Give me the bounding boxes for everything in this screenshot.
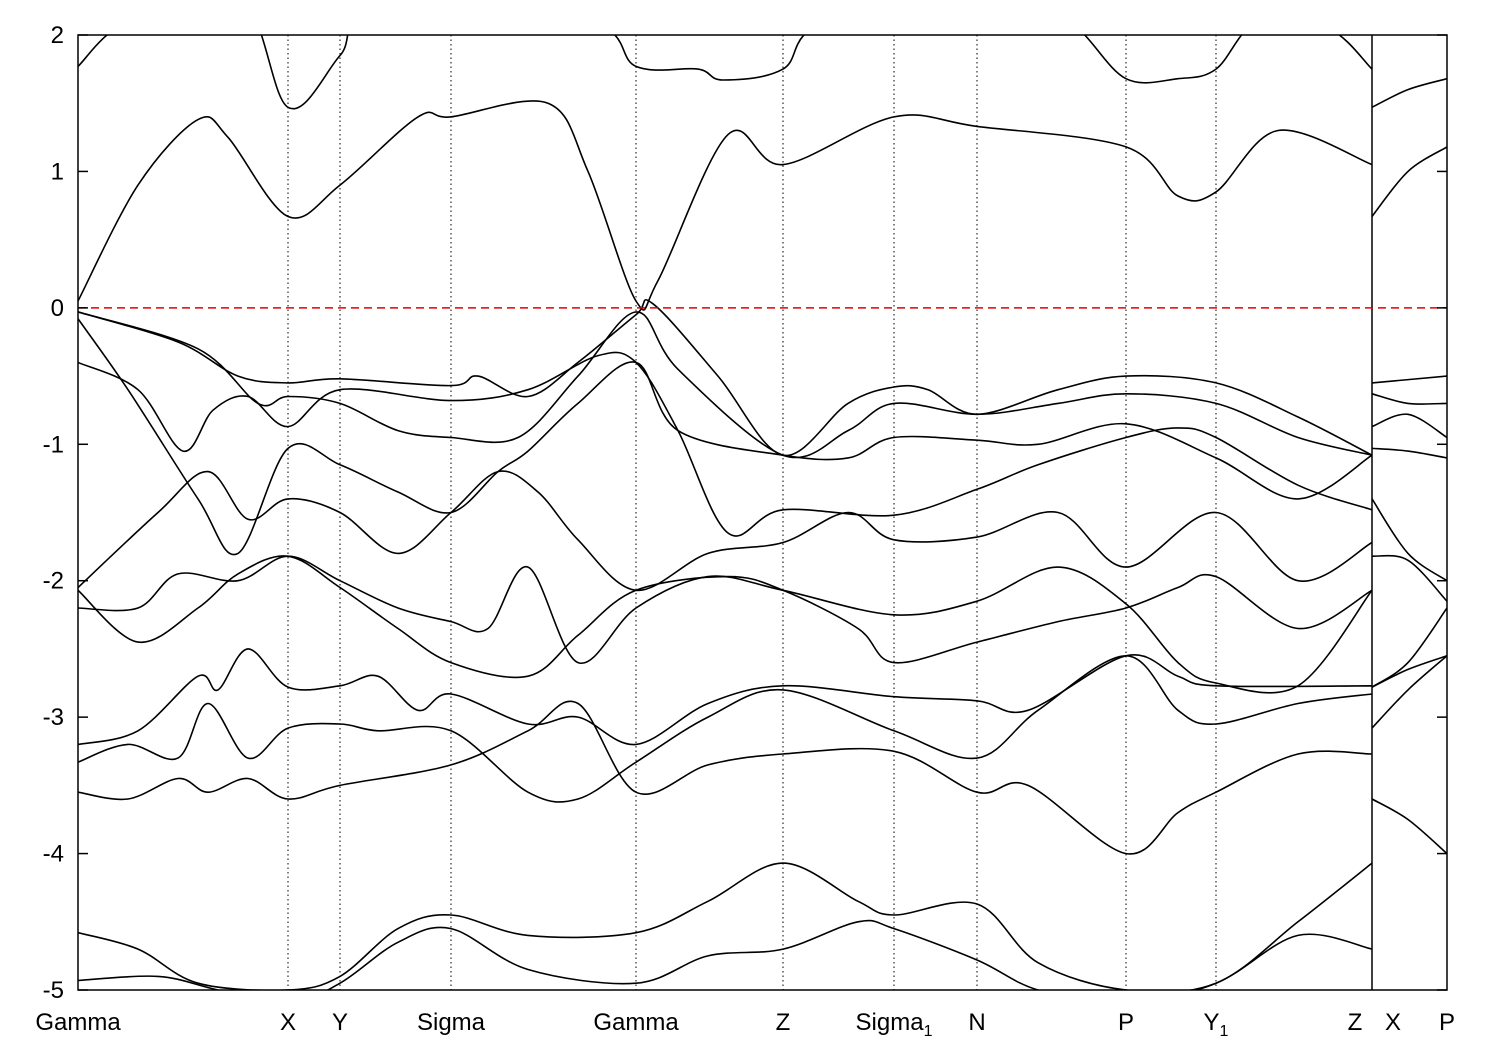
band-vb1 — [78, 298, 1447, 457]
band-vb7 — [78, 555, 1447, 688]
plot-frame — [77, 34, 1448, 991]
x-tick-label-text: Z — [776, 1009, 791, 1036]
y-tick-label: 0 — [51, 295, 64, 322]
x-tick-label-text: X — [1385, 1009, 1401, 1036]
x-tick-label: P — [1439, 1009, 1455, 1036]
band-vb4 — [78, 318, 1447, 556]
band-vb9 — [78, 654, 1447, 803]
x-tick-label: Sigma — [417, 1009, 486, 1036]
x-tick-label: Gamma — [593, 1009, 679, 1036]
x-tick-label-text: X — [280, 1009, 296, 1036]
y-tick-label: -3 — [43, 704, 64, 731]
x-tick-label-text: Gamma — [593, 1009, 679, 1036]
band-cb1 — [78, 100, 1447, 311]
x-tick-label: Gamma — [35, 1009, 121, 1036]
band-vb10 — [78, 700, 1447, 855]
band-vb6 — [78, 554, 1447, 694]
x-tick-label: Y — [332, 1009, 348, 1036]
x-tick-label: P — [1118, 1009, 1134, 1036]
x-tick-label: Sigma1 — [856, 1009, 933, 1040]
axes — [77, 34, 1448, 991]
x-tick-label: N — [968, 1009, 985, 1036]
band-vb3 — [78, 351, 1447, 537]
x-tick-label: X — [1385, 1009, 1401, 1036]
x-tick-label: Z — [1348, 1009, 1363, 1036]
y-tick-label: 2 — [51, 22, 64, 49]
x-tick-label-subscript: 1 — [924, 1023, 933, 1040]
band-vb11 — [78, 862, 1373, 990]
x-tick-label-subscript: 1 — [1220, 1023, 1229, 1040]
x-tick-label-text: Gamma — [35, 1009, 121, 1036]
x-tick-label: Y1 — [1204, 1009, 1229, 1040]
y-tick-labels: -5 -4 -3 -2 -1 0 1 2 — [43, 22, 64, 1004]
x-tick-label-text: Sigma — [856, 1009, 925, 1036]
x-tick-labels: Gamma X Y Sigma Gamma Z Sigma1 N P Y1 Z X P — [35, 1009, 1455, 1040]
band-vb2 — [78, 311, 1447, 459]
y-tick-label: -4 — [43, 841, 64, 868]
x-tick-label-text: Z — [1348, 1009, 1363, 1036]
x-tick-label: Z — [776, 1009, 791, 1036]
band-vb5 — [78, 470, 1447, 592]
band-vb12 — [78, 919, 1373, 990]
x-tick-label-text: P — [1439, 1009, 1455, 1036]
band-vb8 — [78, 648, 1447, 746]
y-tick-label: -5 — [43, 977, 64, 1004]
y-tick-label: 1 — [51, 158, 64, 185]
y-tick-label: -2 — [43, 568, 64, 595]
x-tick-label-text: N — [968, 1009, 985, 1036]
x-tick-label-text: Y — [332, 1009, 348, 1036]
bands — [78, 35, 1447, 990]
x-tick-label-text: Y — [1204, 1009, 1220, 1036]
x-tick-label-text: P — [1118, 1009, 1134, 1036]
y-tick-label: -1 — [43, 431, 64, 458]
x-tick-label-text: Sigma — [417, 1009, 486, 1036]
band-cb2 — [78, 35, 1447, 110]
x-tick-label: X — [280, 1009, 296, 1036]
